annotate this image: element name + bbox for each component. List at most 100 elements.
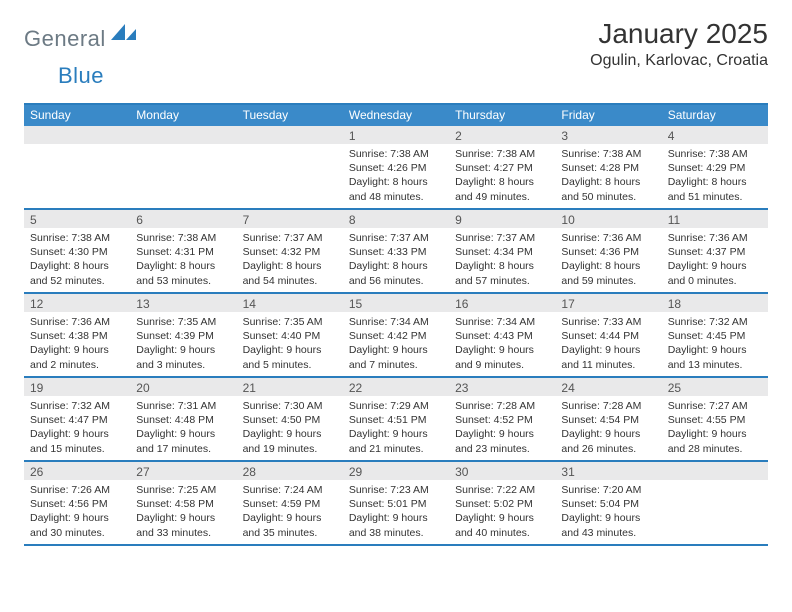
day-number: 4 <box>662 126 768 144</box>
day-cell: 12Sunrise: 7:36 AMSunset: 4:38 PMDayligh… <box>24 294 130 376</box>
sunset-line: Sunset: 4:28 PM <box>561 161 655 175</box>
day-number: 7 <box>237 210 343 228</box>
week-row: 1Sunrise: 7:38 AMSunset: 4:26 PMDaylight… <box>24 126 768 210</box>
day-body: Sunrise: 7:36 AMSunset: 4:38 PMDaylight:… <box>24 312 130 376</box>
day-body: Sunrise: 7:38 AMSunset: 4:26 PMDaylight:… <box>343 144 449 208</box>
day-cell: 7Sunrise: 7:37 AMSunset: 4:32 PMDaylight… <box>237 210 343 292</box>
sunrise-line: Sunrise: 7:32 AM <box>668 315 762 329</box>
sunrise-line: Sunrise: 7:34 AM <box>455 315 549 329</box>
day-number: 5 <box>24 210 130 228</box>
daylight-line: Daylight: 9 hours and 5 minutes. <box>243 343 337 371</box>
day-body: Sunrise: 7:30 AMSunset: 4:50 PMDaylight:… <box>237 396 343 460</box>
day-body: Sunrise: 7:28 AMSunset: 4:52 PMDaylight:… <box>449 396 555 460</box>
daylight-line: Daylight: 8 hours and 53 minutes. <box>136 259 230 287</box>
day-number: 10 <box>555 210 661 228</box>
sunrise-line: Sunrise: 7:35 AM <box>243 315 337 329</box>
sunrise-line: Sunrise: 7:38 AM <box>30 231 124 245</box>
sunrise-line: Sunrise: 7:33 AM <box>561 315 655 329</box>
day-cell: 16Sunrise: 7:34 AMSunset: 4:43 PMDayligh… <box>449 294 555 376</box>
sunset-line: Sunset: 4:33 PM <box>349 245 443 259</box>
daylight-line: Daylight: 9 hours and 11 minutes. <box>561 343 655 371</box>
day-body: Sunrise: 7:35 AMSunset: 4:40 PMDaylight:… <box>237 312 343 376</box>
day-number: 15 <box>343 294 449 312</box>
sunrise-line: Sunrise: 7:38 AM <box>668 147 762 161</box>
sunrise-line: Sunrise: 7:30 AM <box>243 399 337 413</box>
week-row: 12Sunrise: 7:36 AMSunset: 4:38 PMDayligh… <box>24 294 768 378</box>
day-cell: 25Sunrise: 7:27 AMSunset: 4:55 PMDayligh… <box>662 378 768 460</box>
day-cell: 6Sunrise: 7:38 AMSunset: 4:31 PMDaylight… <box>130 210 236 292</box>
daylight-line: Daylight: 9 hours and 33 minutes. <box>136 511 230 539</box>
daylight-line: Daylight: 9 hours and 17 minutes. <box>136 427 230 455</box>
day-number: 20 <box>130 378 236 396</box>
day-number: 25 <box>662 378 768 396</box>
sunset-line: Sunset: 4:52 PM <box>455 413 549 427</box>
day-number: 29 <box>343 462 449 480</box>
day-body: Sunrise: 7:36 AMSunset: 4:37 PMDaylight:… <box>662 228 768 292</box>
day-body: Sunrise: 7:32 AMSunset: 4:45 PMDaylight:… <box>662 312 768 376</box>
day-cell: 26Sunrise: 7:26 AMSunset: 4:56 PMDayligh… <box>24 462 130 544</box>
day-cell: 22Sunrise: 7:29 AMSunset: 4:51 PMDayligh… <box>343 378 449 460</box>
weekday-header: Sunday <box>24 105 130 126</box>
day-body: Sunrise: 7:27 AMSunset: 4:55 PMDaylight:… <box>662 396 768 460</box>
day-body: Sunrise: 7:20 AMSunset: 5:04 PMDaylight:… <box>555 480 661 544</box>
day-cell: 19Sunrise: 7:32 AMSunset: 4:47 PMDayligh… <box>24 378 130 460</box>
day-cell: 23Sunrise: 7:28 AMSunset: 4:52 PMDayligh… <box>449 378 555 460</box>
sunrise-line: Sunrise: 7:25 AM <box>136 483 230 497</box>
sunrise-line: Sunrise: 7:38 AM <box>561 147 655 161</box>
sunset-line: Sunset: 4:59 PM <box>243 497 337 511</box>
daylight-line: Daylight: 8 hours and 57 minutes. <box>455 259 549 287</box>
day-body: Sunrise: 7:26 AMSunset: 4:56 PMDaylight:… <box>24 480 130 544</box>
day-cell: 3Sunrise: 7:38 AMSunset: 4:28 PMDaylight… <box>555 126 661 208</box>
empty-day-cell <box>662 462 768 544</box>
logo-text-blue: Blue <box>58 63 104 88</box>
sunrise-line: Sunrise: 7:24 AM <box>243 483 337 497</box>
logo-text-general: General <box>24 26 106 52</box>
day-number: 2 <box>449 126 555 144</box>
daylight-line: Daylight: 9 hours and 0 minutes. <box>668 259 762 287</box>
day-body: Sunrise: 7:37 AMSunset: 4:32 PMDaylight:… <box>237 228 343 292</box>
empty-day-number <box>237 126 343 144</box>
day-number: 13 <box>130 294 236 312</box>
day-number: 26 <box>24 462 130 480</box>
day-number: 11 <box>662 210 768 228</box>
title-block: January 2025 Ogulin, Karlovac, Croatia <box>590 18 768 70</box>
day-number: 19 <box>24 378 130 396</box>
sunset-line: Sunset: 4:36 PM <box>561 245 655 259</box>
day-body: Sunrise: 7:25 AMSunset: 4:58 PMDaylight:… <box>130 480 236 544</box>
day-body: Sunrise: 7:28 AMSunset: 4:54 PMDaylight:… <box>555 396 661 460</box>
sunrise-line: Sunrise: 7:38 AM <box>349 147 443 161</box>
day-number: 22 <box>343 378 449 396</box>
daylight-line: Daylight: 8 hours and 52 minutes. <box>30 259 124 287</box>
page: General January 2025 Ogulin, Karlovac, C… <box>0 0 792 564</box>
day-body: Sunrise: 7:32 AMSunset: 4:47 PMDaylight:… <box>24 396 130 460</box>
day-cell: 30Sunrise: 7:22 AMSunset: 5:02 PMDayligh… <box>449 462 555 544</box>
sunset-line: Sunset: 4:37 PM <box>668 245 762 259</box>
daylight-line: Daylight: 9 hours and 2 minutes. <box>30 343 124 371</box>
day-body: Sunrise: 7:38 AMSunset: 4:28 PMDaylight:… <box>555 144 661 208</box>
sunset-line: Sunset: 5:02 PM <box>455 497 549 511</box>
sunrise-line: Sunrise: 7:35 AM <box>136 315 230 329</box>
daylight-line: Daylight: 9 hours and 38 minutes. <box>349 511 443 539</box>
sunrise-line: Sunrise: 7:34 AM <box>349 315 443 329</box>
sunset-line: Sunset: 5:01 PM <box>349 497 443 511</box>
day-number: 6 <box>130 210 236 228</box>
sunset-line: Sunset: 4:38 PM <box>30 329 124 343</box>
sunrise-line: Sunrise: 7:28 AM <box>455 399 549 413</box>
sunrise-line: Sunrise: 7:37 AM <box>349 231 443 245</box>
sunset-line: Sunset: 4:47 PM <box>30 413 124 427</box>
sunset-line: Sunset: 5:04 PM <box>561 497 655 511</box>
day-cell: 5Sunrise: 7:38 AMSunset: 4:30 PMDaylight… <box>24 210 130 292</box>
weekday-header: Monday <box>130 105 236 126</box>
day-body: Sunrise: 7:38 AMSunset: 4:29 PMDaylight:… <box>662 144 768 208</box>
daylight-line: Daylight: 8 hours and 51 minutes. <box>668 175 762 203</box>
day-body: Sunrise: 7:37 AMSunset: 4:33 PMDaylight:… <box>343 228 449 292</box>
daylight-line: Daylight: 9 hours and 15 minutes. <box>30 427 124 455</box>
day-body: Sunrise: 7:38 AMSunset: 4:27 PMDaylight:… <box>449 144 555 208</box>
week-row: 19Sunrise: 7:32 AMSunset: 4:47 PMDayligh… <box>24 378 768 462</box>
day-cell: 13Sunrise: 7:35 AMSunset: 4:39 PMDayligh… <box>130 294 236 376</box>
day-cell: 15Sunrise: 7:34 AMSunset: 4:42 PMDayligh… <box>343 294 449 376</box>
day-body: Sunrise: 7:31 AMSunset: 4:48 PMDaylight:… <box>130 396 236 460</box>
day-cell: 1Sunrise: 7:38 AMSunset: 4:26 PMDaylight… <box>343 126 449 208</box>
daylight-line: Daylight: 8 hours and 56 minutes. <box>349 259 443 287</box>
day-cell: 2Sunrise: 7:38 AMSunset: 4:27 PMDaylight… <box>449 126 555 208</box>
